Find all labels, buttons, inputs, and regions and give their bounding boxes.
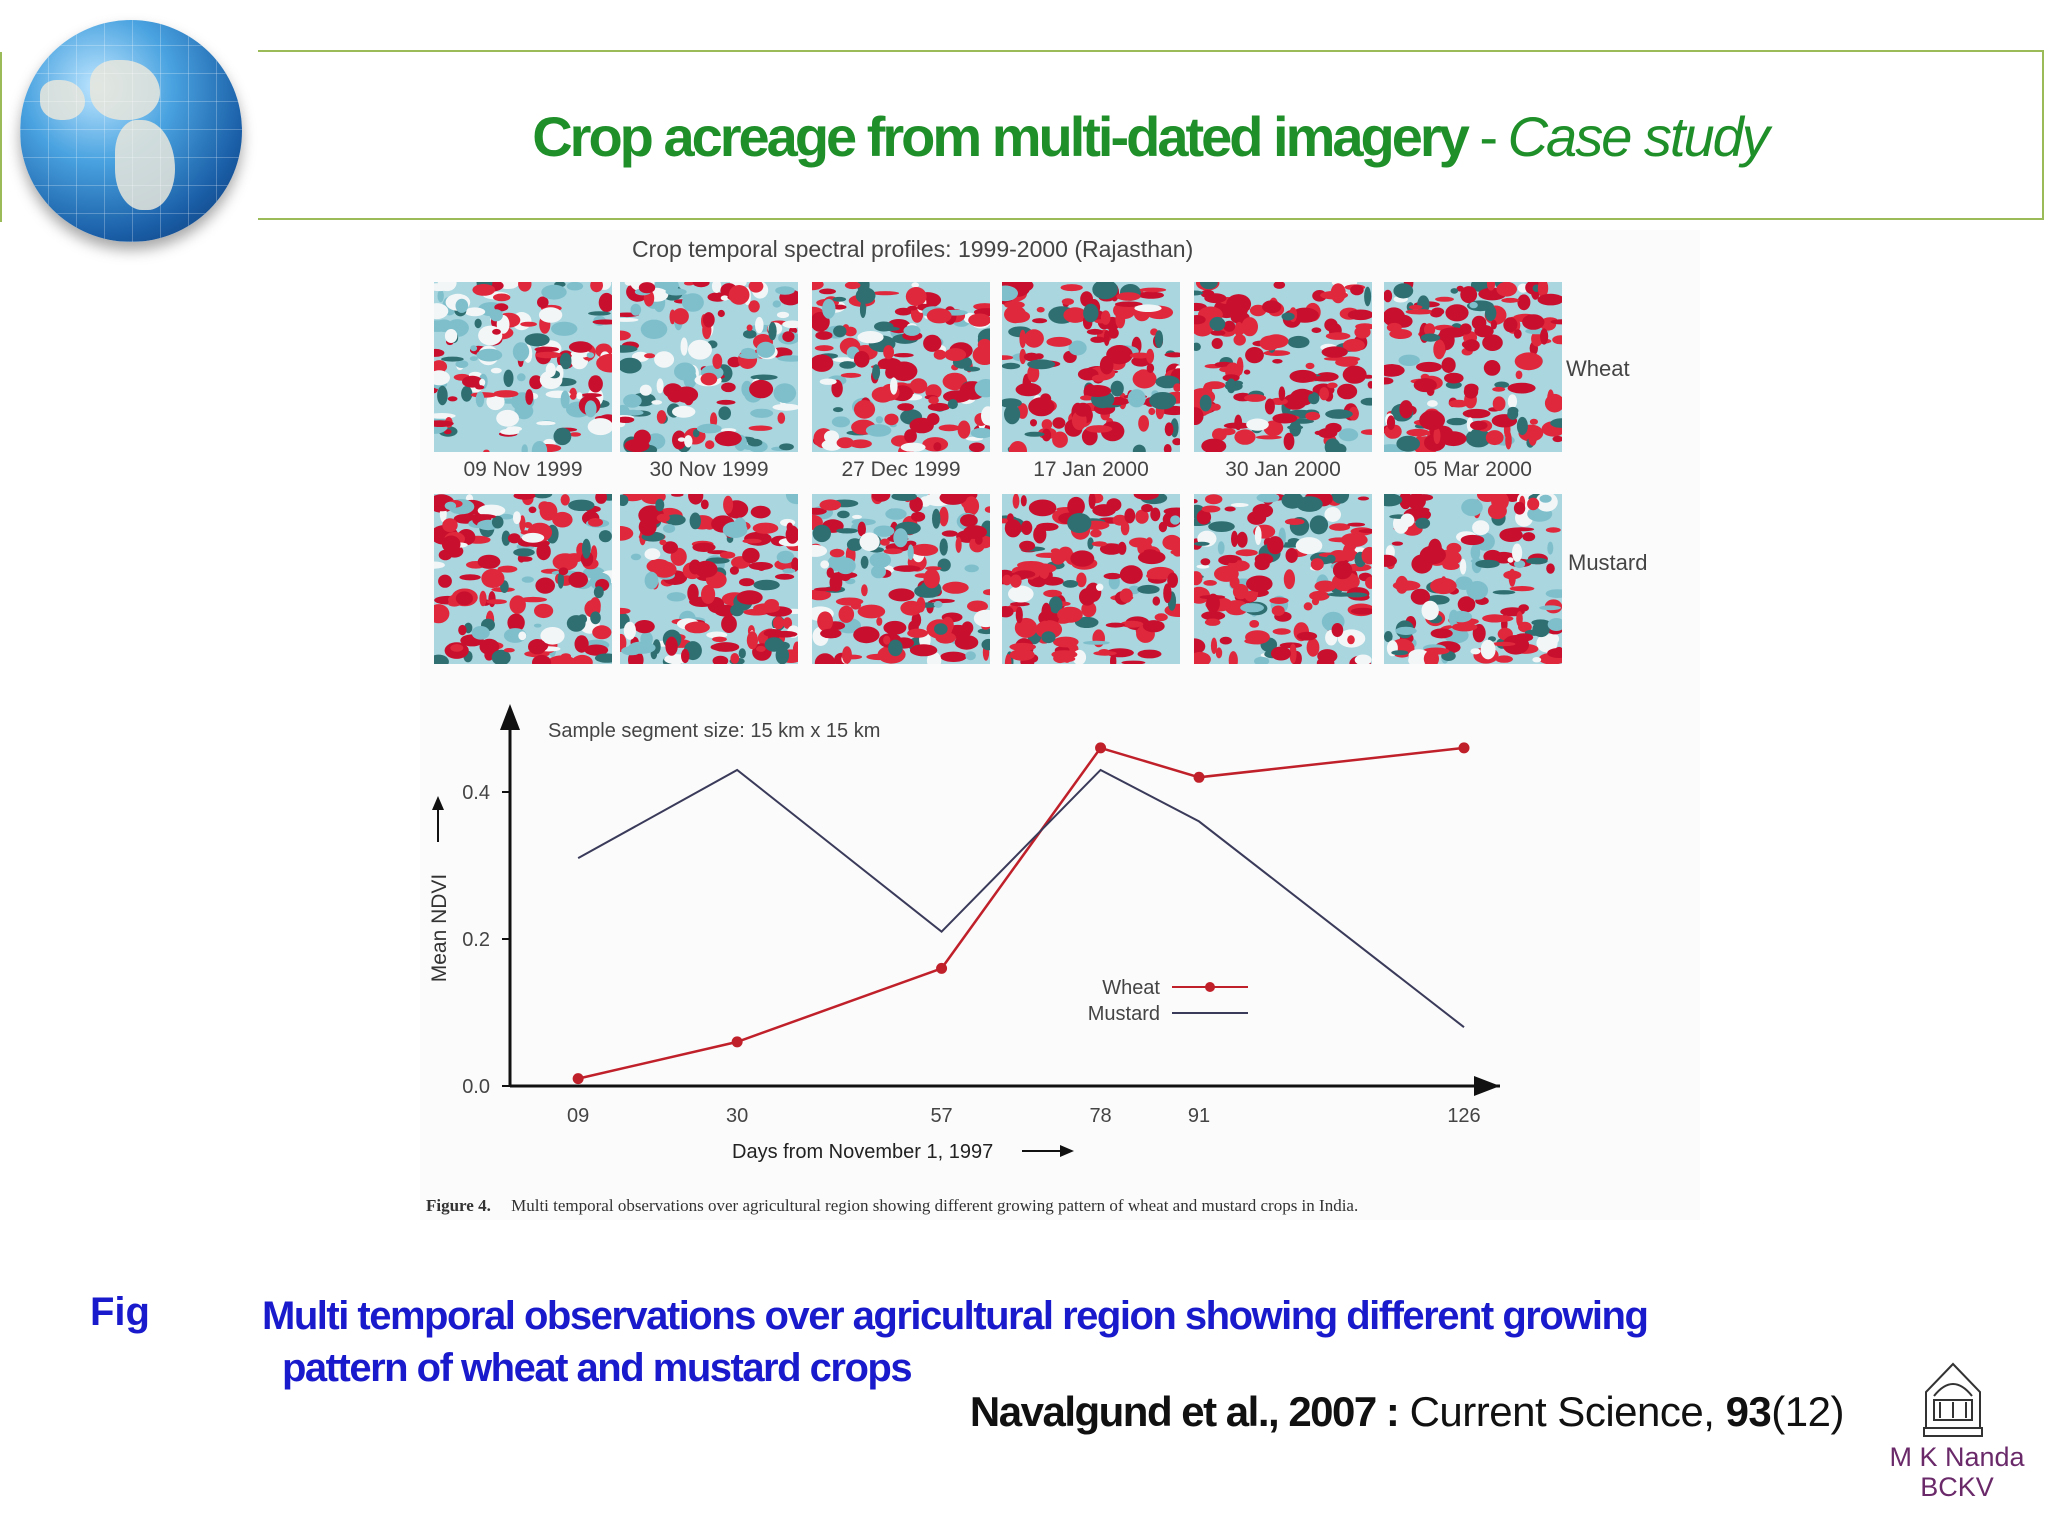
citation-issue: (12): [1771, 1388, 1844, 1435]
satellite-tile: [434, 494, 612, 664]
data-point-wheat: [1193, 771, 1205, 783]
row-label-mustard: Mustard: [1568, 550, 1648, 575]
data-point-wheat: [731, 1036, 743, 1048]
y-tick-label: 0.2: [462, 929, 490, 951]
satellite-tile: [812, 282, 990, 452]
legend-label-wheat: Wheat: [1102, 977, 1160, 999]
citation-authors: Navalgund et al., 2007 :: [969, 1388, 1400, 1435]
data-point-wheat: [572, 1073, 584, 1085]
x-tick-label: 78: [1089, 1105, 1111, 1127]
y-tick-label: 0.4: [462, 782, 490, 804]
title-frame: Crop acreage from multi-dated imagery - …: [258, 50, 2044, 220]
tile-date-label: 30 Jan 2000: [1225, 458, 1341, 481]
tile-date-label: 05 Mar 2000: [1414, 458, 1532, 481]
figure-heading: Crop temporal spectral profiles: 1999-20…: [632, 236, 1194, 262]
satellite-tile: [1002, 494, 1180, 664]
satellite-tile: [1194, 494, 1372, 664]
series-line-wheat: [577, 746, 1465, 1080]
slide-caption: Multi temporal observations over agricul…: [262, 1290, 1649, 1394]
title-dash: -: [1466, 105, 1508, 168]
tile-date-label: 09 Nov 1999: [463, 458, 583, 481]
satellite-tile: [620, 282, 798, 452]
x-tick-label: 09: [567, 1105, 589, 1127]
sample-size-annotation: Sample segment size: 15 km x 15 km: [548, 720, 880, 742]
y-tick-label: 0.0: [462, 1076, 490, 1098]
figure-caption-label: Figure 4.: [426, 1196, 491, 1215]
tile-date-label: 30 Nov 1999: [649, 458, 769, 481]
globe-icon: [20, 20, 242, 242]
author-credit: M K Nanda BCKV: [1882, 1442, 2032, 1502]
satellite-tile: [812, 494, 990, 664]
tile-date-label: 27 Dec 1999: [841, 458, 961, 481]
data-point-wheat: [936, 962, 948, 974]
x-axis-arrow: [1474, 1076, 1500, 1096]
author-name: M K Nanda: [1889, 1442, 2025, 1472]
slide-title: Crop acreage from multi-dated imagery - …: [258, 104, 2042, 169]
data-point-wheat: [1095, 742, 1107, 754]
row-label-wheat: Wheat: [1566, 356, 1630, 381]
x-axis-label: Days from November 1, 1997: [732, 1141, 993, 1163]
x-tick-label: 30: [726, 1105, 748, 1127]
y-axis-label: Mean NDVI: [428, 874, 451, 983]
caption-label: Fig: [90, 1290, 150, 1334]
author-org: BCKV: [1920, 1472, 1994, 1502]
figure-caption: Figure 4. Multi temporal observations ov…: [426, 1196, 1358, 1216]
y-axis-label-arrowhead: [432, 796, 444, 810]
satellite-tile: [1384, 282, 1562, 452]
x-axis-label-arrowhead: [1060, 1145, 1074, 1157]
satellite-tile: [1194, 282, 1372, 452]
x-tick-label: 91: [1188, 1105, 1210, 1127]
legend-label-mustard: Mustard: [1088, 1003, 1160, 1025]
tile-date-label: 17 Jan 2000: [1033, 458, 1149, 481]
citation-volume: 93: [1725, 1388, 1772, 1435]
title-subtitle: Case study: [1507, 105, 1770, 168]
y-axis-arrow: [500, 704, 520, 730]
caption-line-2: pattern of wheat and mustard crops: [282, 1346, 913, 1390]
university-logo: [1923, 1362, 1983, 1437]
series-line-mustard: [577, 768, 1465, 1028]
caption-line-1: Multi temporal observations over agricul…: [262, 1294, 1649, 1338]
citation-journal: Current Science,: [1398, 1388, 1726, 1435]
satellite-tile: [620, 494, 798, 664]
x-tick-label: 126: [1447, 1105, 1480, 1127]
legend-marker-wheat: [1205, 982, 1215, 992]
left-frame-line: [0, 52, 2, 222]
title-main: Crop acreage from multi-dated imagery: [532, 105, 1470, 168]
satellite-tile: [434, 282, 612, 452]
x-tick-label: 57: [930, 1105, 952, 1127]
figure-caption-text: Multi temporal observations over agricul…: [511, 1196, 1359, 1215]
satellite-tile: [1002, 282, 1180, 452]
data-point-wheat: [1458, 742, 1470, 754]
satellite-tile: [1384, 494, 1562, 664]
citation: Navalgund et al., 2007 : Current Science…: [969, 1388, 1845, 1436]
